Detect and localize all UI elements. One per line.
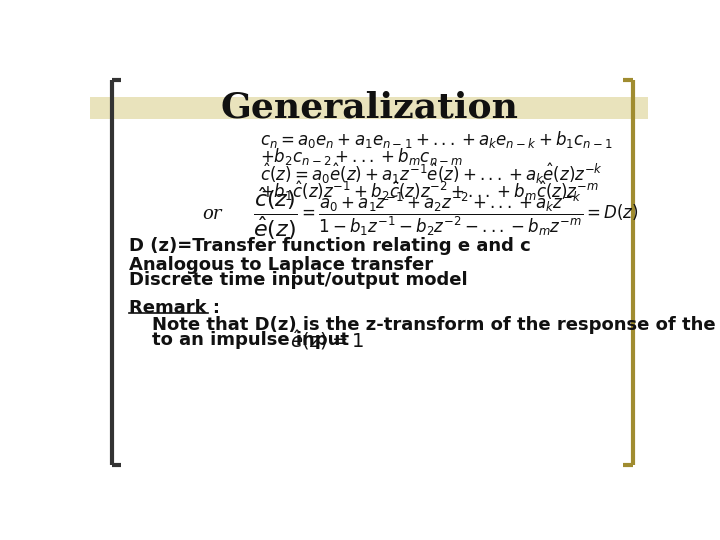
Text: D (z)=Transfer function relating e and c: D (z)=Transfer function relating e and c	[129, 237, 531, 255]
Text: $= \dfrac{a_0 + a_1z^{-1} + a_2z^{-2} + ... + a_kz^{-k}}{1 - b_1z^{-1} - b_2z^{-: $= \dfrac{a_0 + a_1z^{-1} + a_2z^{-2} + …	[297, 190, 639, 239]
Text: or: or	[202, 205, 222, 223]
Text: Remark :: Remark :	[129, 299, 220, 317]
Text: Analogous to Laplace transfer: Analogous to Laplace transfer	[129, 256, 433, 274]
Text: $+ b_1\hat{c}(z)z^{-1} + b_2\hat{c}(z)z^{-2} + ... + b_m\hat{c}(z)z^{-m}$: $+ b_1\hat{c}(z)z^{-1} + b_2\hat{c}(z)z^…	[261, 179, 599, 203]
Bar	[90, 97, 648, 119]
Text: $\hat{c}(z) = a_0\hat{e}(z) + a_1z^{-1}\hat{e}(z) + ... + a_k\hat{e}(z)z^{-k}$: $\hat{c}(z) = a_0\hat{e}(z) + a_1z^{-1}\…	[261, 162, 603, 186]
Text: $\hat{e}(z) = 1$: $\hat{e}(z) = 1$	[290, 328, 364, 352]
Text: $+ b_2c_{n-2} + ... + b_mc_{n-m}$: $+ b_2c_{n-2} + ... + b_mc_{n-m}$	[261, 146, 464, 167]
Text: $c_n = a_0e_n + a_1e_{n-1} + ... + a_ke_{n-k} + b_1c_{n-1}$: $c_n = a_0e_n + a_1e_{n-1} + ... + a_ke_…	[261, 129, 613, 150]
Text: Generalization: Generalization	[220, 91, 518, 125]
Text: Note that D(z) is the z-transform of the response of the system: Note that D(z) is the z-transform of the…	[152, 316, 720, 334]
Text: Discrete time input/output model: Discrete time input/output model	[129, 272, 467, 289]
Text: to an impulse input: to an impulse input	[152, 330, 349, 349]
Text: $\dfrac{\hat{c}(z)}{\hat{e}(z)}$: $\dfrac{\hat{c}(z)}{\hat{e}(z)}$	[253, 186, 297, 242]
